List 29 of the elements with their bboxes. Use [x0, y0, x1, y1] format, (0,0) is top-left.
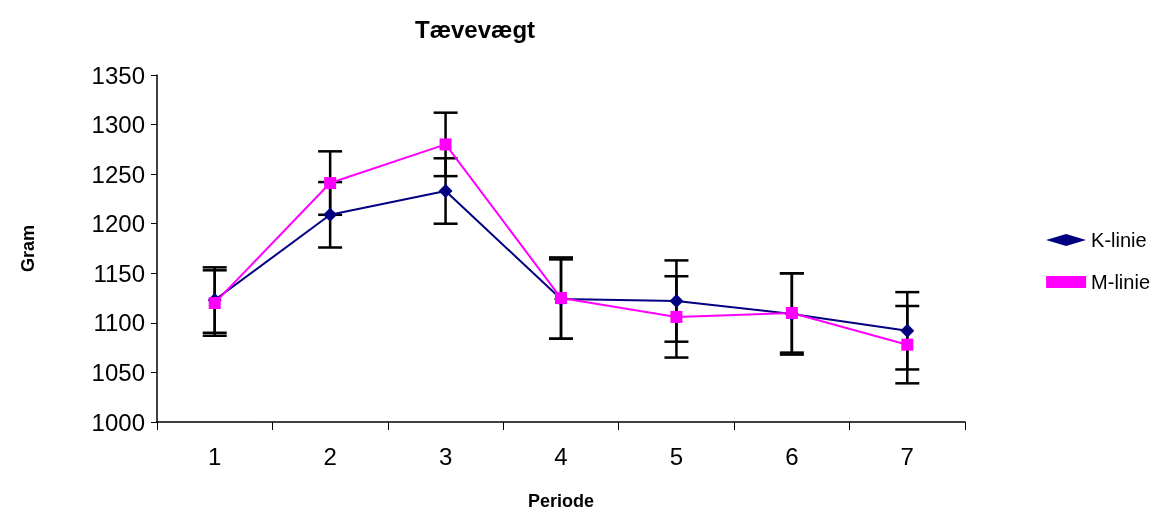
x-tick-label: 3: [438, 442, 453, 470]
y-tick-label: 1150: [93, 259, 145, 287]
point: [669, 294, 684, 309]
x-tick-label: 6: [785, 442, 799, 470]
y-axis-title: Gram: [18, 224, 38, 273]
y-tick-label: 1200: [91, 210, 145, 238]
y-tick-label: 1050: [91, 358, 145, 386]
y-tick-label: 1000: [91, 408, 145, 436]
point: [323, 207, 338, 222]
x-tick-label: 1: [208, 442, 222, 470]
y-tick-label: 1250: [91, 160, 145, 188]
legend-label: K-linie: [1091, 229, 1147, 251]
point: [208, 297, 221, 310]
chart-title: Tævevægt: [415, 15, 536, 43]
point: [670, 310, 683, 323]
point: [900, 323, 915, 338]
x-tick-label: 7: [900, 442, 914, 470]
x-tick-label: 4: [554, 442, 568, 470]
point: [324, 177, 337, 190]
point: [438, 184, 453, 198]
x-axis-title: Periode: [527, 491, 595, 511]
y-tick-label: 1350: [91, 61, 145, 89]
legend-label: M-linie: [1091, 271, 1151, 293]
x-tick-label: 2: [323, 442, 337, 470]
point: [439, 138, 452, 151]
x-tick-label: 5: [669, 442, 684, 470]
y-tick-label: 1100: [93, 309, 145, 337]
point: [901, 338, 914, 351]
y-tick-label: 1300: [91, 111, 145, 139]
